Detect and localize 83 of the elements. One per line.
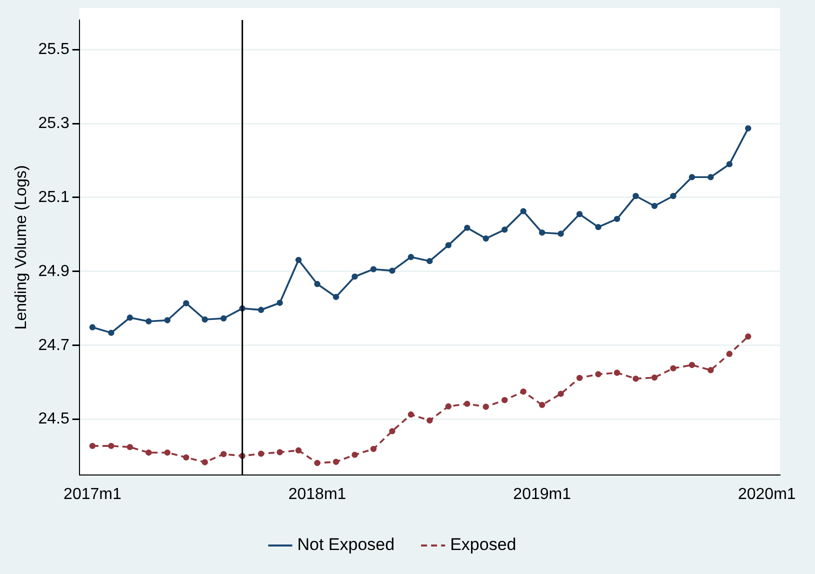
point <box>651 374 658 381</box>
point <box>632 192 639 200</box>
x-tick-label: 2018m1 <box>288 486 346 503</box>
point <box>576 374 583 382</box>
point <box>202 316 208 323</box>
legend-label: Exposed <box>450 535 516 554</box>
point <box>708 367 714 374</box>
point <box>183 300 190 306</box>
point <box>146 450 152 456</box>
point <box>370 266 377 272</box>
point <box>108 330 114 336</box>
point <box>183 454 190 461</box>
point <box>220 450 227 458</box>
point <box>688 362 696 368</box>
y-tick-label: 24.9 <box>38 262 70 280</box>
point <box>614 216 620 222</box>
point <box>258 306 264 313</box>
point <box>89 324 96 330</box>
point <box>276 449 283 456</box>
point <box>352 274 358 280</box>
point <box>502 226 508 233</box>
point <box>538 402 546 408</box>
point <box>314 280 320 288</box>
point <box>464 224 470 231</box>
point <box>614 370 620 376</box>
point <box>688 174 696 180</box>
y-axis-title: Lending Volume (Logs) <box>13 165 30 330</box>
point <box>146 318 152 324</box>
y-tick-label: 25.1 <box>38 188 70 206</box>
y-tick-label: 25.3 <box>38 114 70 132</box>
point <box>370 446 377 452</box>
point <box>595 224 602 230</box>
point <box>632 376 639 382</box>
point <box>745 125 752 132</box>
point <box>126 314 134 321</box>
point <box>89 442 96 450</box>
y-tick-label: 24.7 <box>38 336 70 354</box>
point <box>408 254 414 260</box>
point <box>352 452 358 458</box>
point <box>520 388 526 395</box>
point <box>482 404 489 410</box>
point <box>276 300 283 306</box>
y-tick-label: 25.5 <box>38 40 70 58</box>
point <box>708 174 714 180</box>
x-tick-label: 2019m1 <box>513 486 572 503</box>
point <box>164 450 170 456</box>
legend-label: Not Exposed <box>297 535 395 554</box>
point <box>726 161 733 168</box>
point <box>202 459 208 466</box>
x-tick-label: 2017m1 <box>64 486 122 503</box>
point <box>502 397 508 404</box>
point <box>258 450 264 457</box>
point <box>670 192 676 200</box>
point <box>332 458 340 465</box>
point <box>538 230 546 236</box>
point <box>126 444 134 450</box>
point <box>332 294 340 300</box>
point <box>295 447 302 454</box>
point <box>520 208 526 214</box>
point <box>426 258 433 264</box>
point <box>482 235 489 242</box>
point <box>295 256 302 264</box>
point <box>164 317 170 324</box>
x-tick-label: 2020m1 <box>738 486 796 503</box>
point <box>464 400 470 407</box>
point <box>426 417 433 424</box>
y-tick-label: 24.5 <box>38 410 70 428</box>
point <box>558 390 564 397</box>
point <box>389 428 396 434</box>
point <box>670 365 676 372</box>
point <box>651 202 658 210</box>
point <box>445 403 452 410</box>
point <box>595 371 602 378</box>
point <box>745 333 752 340</box>
point <box>389 268 396 274</box>
point <box>108 442 114 450</box>
point <box>445 242 452 248</box>
point <box>576 211 583 218</box>
point <box>408 411 414 418</box>
point <box>558 230 564 237</box>
point <box>726 350 733 357</box>
point <box>220 315 227 322</box>
point <box>314 460 320 466</box>
